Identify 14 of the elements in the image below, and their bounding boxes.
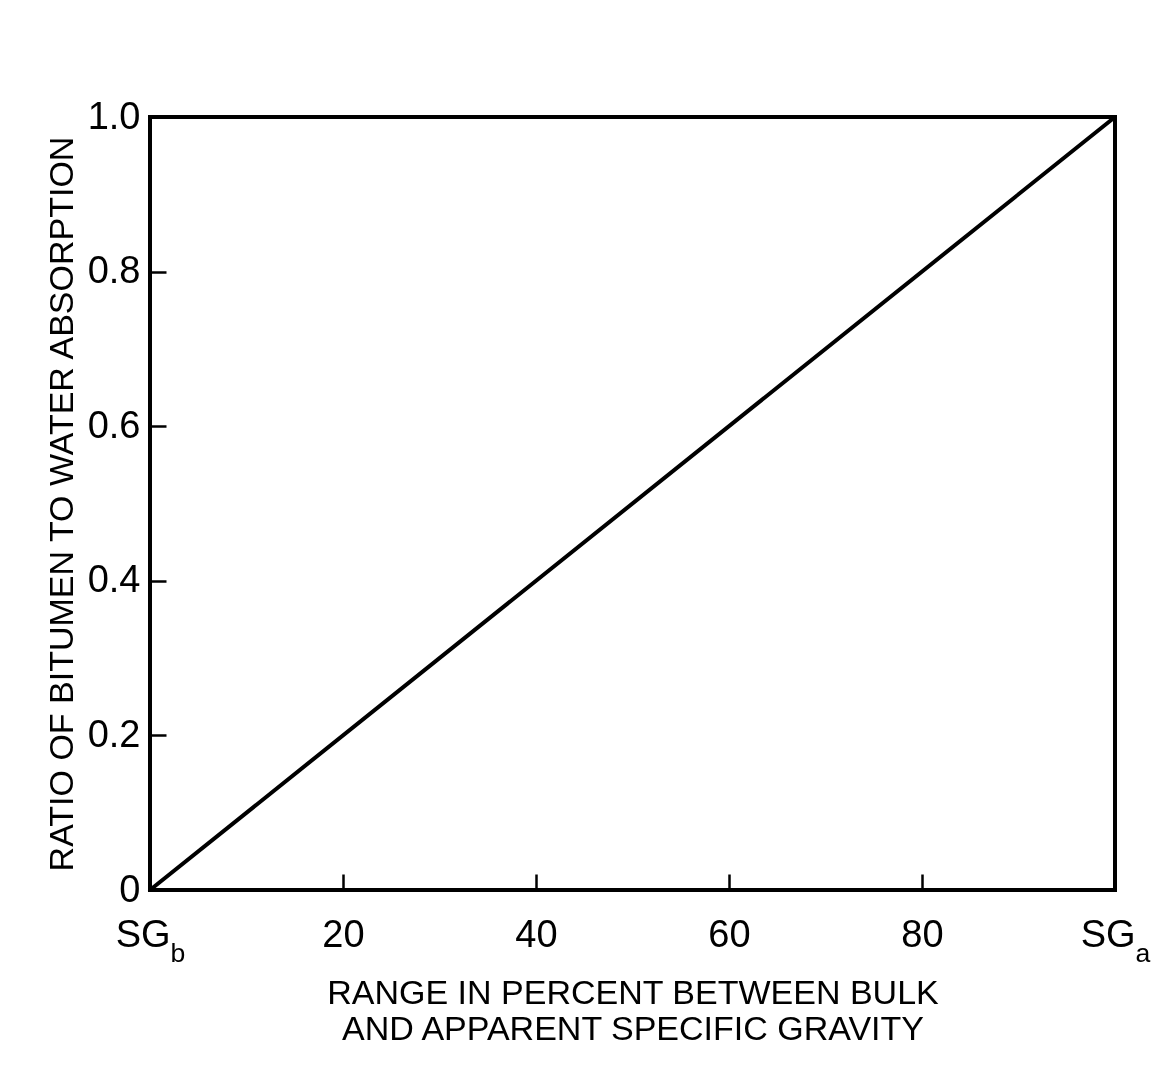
- y-tick-label: 0.2: [87, 712, 141, 755]
- y-tick-label: 0.4: [87, 558, 141, 601]
- y-axis-title: RATIO OF BITUMEN TO WATER ABSORPTION: [41, 136, 80, 872]
- y-tick-label: 0: [119, 867, 141, 910]
- x-tick-label: SG$_{a}$: [1080, 912, 1151, 968]
- x-tick-label: SG$_{b}$: [115, 912, 186, 968]
- x-tick-label: 20: [322, 912, 365, 955]
- y-tick-label: 1.0: [87, 94, 141, 137]
- x-tick-label: 80: [901, 912, 944, 955]
- y-tick-label: 0.6: [87, 403, 141, 446]
- x-tick-label: 60: [708, 912, 751, 955]
- x-tick-label: 40: [515, 912, 558, 955]
- x-axis-title: RANGE IN PERCENT BETWEEN BULK AND APPARENT SPECIFIC GRAVITY: [327, 972, 940, 1047]
- y-tick-label: 0.8: [87, 249, 141, 292]
